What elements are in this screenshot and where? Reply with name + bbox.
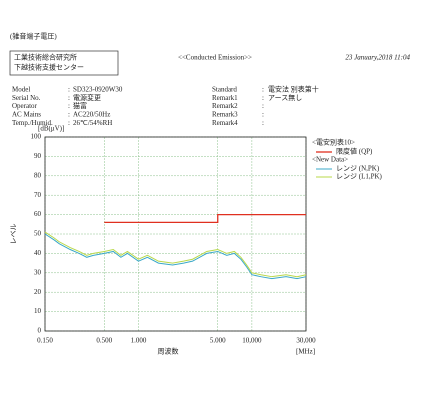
x-tick-label: 10,000 bbox=[242, 337, 262, 345]
y-tick-label: 60 bbox=[34, 210, 42, 218]
y-tick-label: 30 bbox=[34, 268, 42, 276]
field-value: アース無し bbox=[268, 93, 302, 102]
data-line bbox=[44, 231, 307, 278]
x-tick-label: 5.000 bbox=[210, 337, 226, 345]
x-tick-label: 1.000 bbox=[131, 337, 147, 345]
y-tick-label: 90 bbox=[34, 152, 42, 160]
y-unit: [dB(μV)] bbox=[38, 125, 64, 133]
field-label: Remark1 bbox=[212, 94, 238, 102]
field-separator: : bbox=[68, 86, 70, 94]
field-value: 26℃/54%RH bbox=[73, 119, 112, 127]
x-tick-label: 0.150 bbox=[37, 337, 53, 345]
field-label: AC Mains bbox=[12, 111, 41, 119]
field-value: AC220/50Hz bbox=[73, 111, 110, 119]
x-axis-label: 周波数 bbox=[158, 347, 179, 356]
y-tick-label: 20 bbox=[34, 288, 42, 296]
legend-label: レンジ (L1,PK) bbox=[336, 173, 383, 181]
x-unit: [MHz] bbox=[296, 348, 315, 356]
field-label: Model bbox=[12, 86, 30, 94]
data-line bbox=[44, 233, 307, 280]
field-separator: : bbox=[262, 102, 264, 110]
field-value: 猫富 bbox=[73, 101, 87, 110]
datetime: 23 January,2018 11:04 bbox=[345, 54, 410, 62]
org-box bbox=[9, 50, 119, 76]
field-label: Remark4 bbox=[212, 119, 238, 127]
y-tick-label: 80 bbox=[34, 171, 42, 179]
field-separator: : bbox=[262, 111, 264, 119]
field-separator: : bbox=[68, 119, 70, 127]
field-separator: : bbox=[262, 86, 264, 94]
field-value: SD323-0920W30 bbox=[73, 86, 123, 94]
y-axis-label: レベル bbox=[10, 224, 18, 245]
y-tick-label: 100 bbox=[31, 133, 42, 141]
limit-line bbox=[104, 213, 306, 224]
legend-group: <電安別表10> bbox=[312, 138, 355, 147]
x-tick-label: 0.500 bbox=[96, 337, 112, 345]
heading: <<Conducted Emission>> bbox=[178, 54, 252, 62]
field-label: Serial No. bbox=[12, 94, 41, 102]
field-value: 電源変更 bbox=[73, 93, 101, 102]
field-value: 電安法 別表第十 bbox=[268, 85, 319, 94]
legend-label: レンジ (N,PK) bbox=[336, 165, 380, 173]
field-label: Standard bbox=[212, 86, 237, 94]
field-separator: : bbox=[68, 111, 70, 119]
y-tick-label: 50 bbox=[34, 230, 42, 238]
legend-label: 限度値 (QP) bbox=[336, 147, 373, 156]
section-title: (雑音端子電圧) bbox=[10, 32, 57, 41]
field-label: Operator bbox=[12, 102, 38, 110]
org-line: 下越技術支援センター bbox=[14, 63, 84, 72]
y-tick-label: 40 bbox=[34, 249, 42, 257]
field-separator: : bbox=[262, 119, 264, 127]
x-tick-label: 30,000 bbox=[296, 337, 316, 345]
field-label: Remark2 bbox=[212, 102, 238, 110]
legend-group: <New Data> bbox=[312, 156, 348, 164]
field-label: Temp./Humid. bbox=[12, 119, 53, 127]
field-separator: : bbox=[262, 94, 264, 102]
field-label: Remark3 bbox=[212, 111, 238, 119]
field-separator: : bbox=[68, 94, 70, 102]
y-tick-label: 70 bbox=[34, 191, 42, 199]
y-tick-label: 10 bbox=[34, 307, 42, 315]
field-separator: : bbox=[68, 102, 70, 110]
org-line: 工業技術総合研究所 bbox=[14, 53, 77, 62]
y-tick-label: 0 bbox=[38, 327, 42, 335]
